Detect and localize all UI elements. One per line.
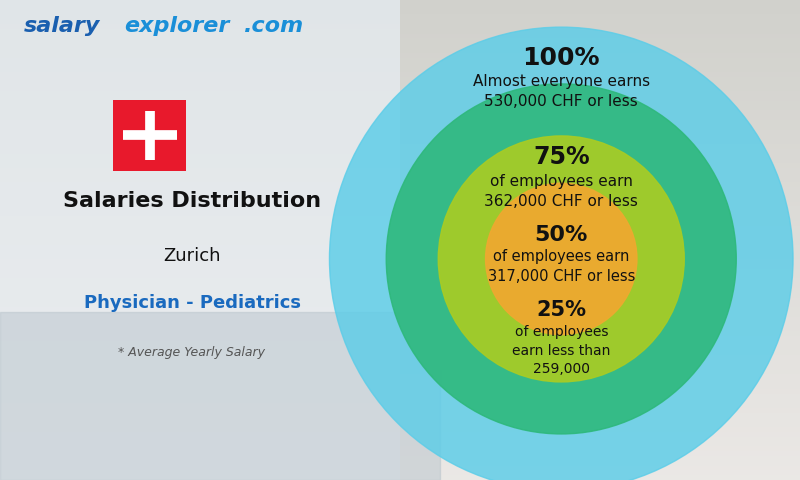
Text: 100%: 100% <box>522 46 600 70</box>
Text: 75%: 75% <box>533 145 590 169</box>
Circle shape <box>438 136 684 382</box>
Text: Zurich: Zurich <box>163 247 221 264</box>
Circle shape <box>486 183 637 335</box>
Circle shape <box>330 27 793 480</box>
Text: .com: .com <box>244 16 304 36</box>
Text: explorer: explorer <box>124 16 230 36</box>
Text: * Average Yearly Salary: * Average Yearly Salary <box>118 346 266 359</box>
Text: Physician - Pediatrics: Physician - Pediatrics <box>83 294 301 312</box>
Text: Almost everyone earns
530,000 CHF or less: Almost everyone earns 530,000 CHF or les… <box>473 74 650 109</box>
Text: of employees earn
317,000 CHF or less: of employees earn 317,000 CHF or less <box>487 250 635 284</box>
Circle shape <box>386 84 736 434</box>
Text: salary: salary <box>24 16 100 36</box>
Text: of employees
earn less than
259,000: of employees earn less than 259,000 <box>512 325 610 376</box>
Text: 25%: 25% <box>536 300 586 321</box>
FancyBboxPatch shape <box>114 100 186 171</box>
Text: Salaries Distribution: Salaries Distribution <box>63 191 321 211</box>
Text: 50%: 50% <box>534 225 588 245</box>
Text: of employees earn
362,000 CHF or less: of employees earn 362,000 CHF or less <box>484 174 638 209</box>
